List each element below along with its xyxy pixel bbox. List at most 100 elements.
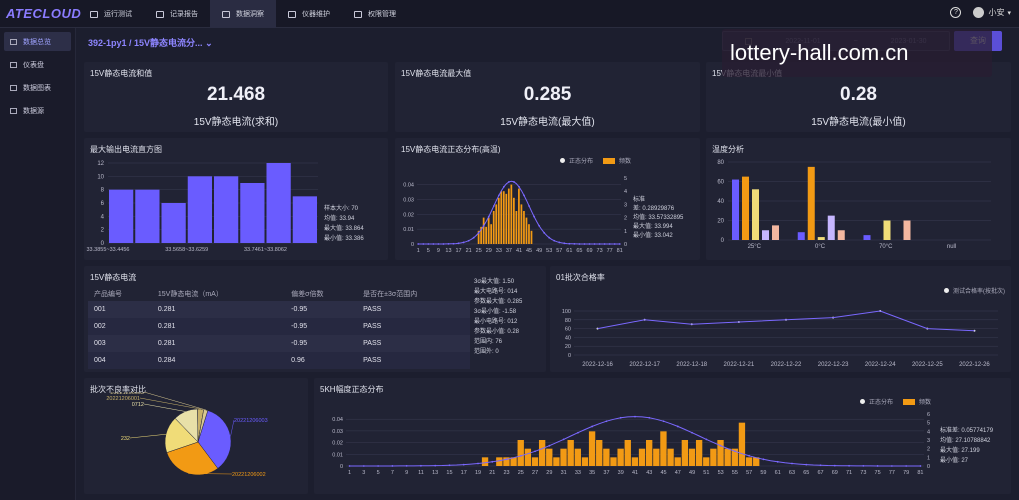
app-logo[interactable]: ATECLOUD: [6, 6, 82, 21]
frequency-bar: [510, 184, 513, 244]
x-tick-label: 73: [860, 470, 866, 476]
pie-leader-line: [129, 433, 166, 439]
x-tick-label: 17: [461, 470, 467, 476]
frequency-bar: [530, 230, 533, 244]
x-tick-label: 33.5658~33.6259: [165, 247, 208, 253]
x-tick-label: 69: [832, 470, 838, 476]
frequency-bar: [688, 448, 696, 466]
x-tick-label: 53: [546, 248, 552, 254]
y-tick-label: 0: [411, 242, 414, 248]
temperature-bar: [883, 220, 891, 240]
y-tick-label: 80: [565, 318, 571, 324]
frequency-bar: [531, 457, 539, 466]
x-tick-label: 55: [732, 470, 738, 476]
x-tick-label: 1: [348, 470, 351, 476]
stat-line: 最小值: 33.042: [633, 233, 673, 239]
legend-dot: [860, 399, 865, 404]
frequency-bar: [524, 448, 532, 466]
table-cell: 001: [88, 301, 152, 318]
normal-5kh-card: 5KH幅度正态分布 正态分布 频数 0 0.01 0.02 0.03 0.04 0 1 2 3 4…: [314, 378, 1011, 494]
user-name[interactable]: 小安: [988, 8, 1005, 17]
x-tick-label: 25°C: [748, 244, 762, 250]
sidebar-item-overview[interactable]: 数据总览: [4, 32, 71, 51]
y-tick-label: 100: [562, 309, 571, 315]
frequency-bar: [738, 422, 746, 466]
frequency-bar: [588, 431, 596, 466]
frequency-bar: [681, 440, 689, 466]
kpi-subtitle: 15V静态电流(最大值): [500, 117, 595, 128]
table-row[interactable]: 004 0.284 0.96 PASS: [88, 352, 470, 369]
table-row[interactable]: 003 0.281 -0.95 PASS: [88, 335, 470, 352]
kpi-card-sum: 15V静态电流和值 21.468 15V静态电流(求和): [84, 62, 388, 132]
x-tick-label: 45: [660, 470, 666, 476]
chevron-down-icon[interactable]: ▾: [1007, 9, 1011, 17]
histogram-stats: 样本大小: 70 均值: 33.94 最大值: 33.864 最小值: 33.3…: [324, 204, 364, 244]
frequency-bar: [603, 448, 610, 466]
x-tick-label: 65: [576, 248, 582, 254]
y2-tick-label: 5: [927, 421, 930, 427]
y-tick-label: 0.03: [332, 429, 343, 435]
stat-line: 最大值: 33.994: [633, 224, 673, 230]
histogram-bar: [109, 189, 134, 243]
temperature-bar: [827, 215, 835, 240]
x-tick-label: 11: [418, 470, 424, 476]
sidebar-item-charts[interactable]: 数据图表: [4, 78, 71, 97]
y-tick-label: 40: [565, 335, 571, 341]
pass-rate-line: [597, 310, 975, 332]
nav-permissions[interactable]: 权限管理: [342, 0, 408, 28]
x-tick-label: 81: [617, 248, 623, 254]
nav-run-test[interactable]: 运行测试: [78, 0, 144, 28]
y-tick-label: 0.02: [403, 212, 414, 218]
frequency-bar: [638, 448, 646, 466]
x-tick-label: 63: [789, 470, 795, 476]
sidebar-item-dashboard[interactable]: 仪表盘: [4, 55, 71, 74]
frequency-bar: [560, 448, 567, 466]
y-tick-label: 60: [717, 180, 724, 186]
y-tick-label: 0.04: [332, 417, 343, 423]
sidebar-item-label: 数据总览: [23, 38, 51, 46]
y-tick-label: 0: [101, 241, 105, 247]
nav-instrument[interactable]: 仪器维护: [276, 0, 342, 28]
pie-leader-line: [143, 403, 186, 412]
y-tick-label: 0.01: [403, 227, 414, 233]
help-icon[interactable]: ?: [950, 7, 962, 18]
pie-label: 232: [121, 436, 130, 442]
x-tick-label: 73: [597, 248, 603, 254]
table-cell: PASS: [357, 352, 470, 369]
column-header: 偏差σ倍数: [291, 290, 324, 298]
frequency-bar: [496, 457, 503, 466]
table-row[interactable]: 002 0.281 -0.95 PASS: [88, 318, 470, 335]
nav-reports[interactable]: 记录报告: [144, 0, 210, 28]
x-tick-label: 37: [506, 248, 512, 254]
sidebar-item-datasource[interactable]: 数据源: [4, 101, 71, 120]
stat-line: 标准差: 0.05774179: [940, 428, 994, 434]
chart-legend: 测试合格率(按批次): [944, 286, 1005, 295]
project-filter[interactable]: 392-1py1 / 15V静态电流分... ⌄: [88, 36, 213, 49]
x-tick-label: 39: [618, 470, 624, 476]
nav-data-insight[interactable]: 数据洞察: [210, 0, 276, 28]
histogram-bar: [240, 183, 265, 243]
legend-swatch: [603, 157, 616, 164]
frequency-bar: [500, 191, 503, 244]
table-cell: 0.96: [285, 352, 358, 369]
frequency-bar: [724, 448, 731, 466]
normal-high-stats: 标准 差: 0.28929876 均值: 33.57332895 最大值: 33…: [633, 196, 683, 241]
frequency-bar: [495, 204, 498, 244]
normal-curve: [418, 180, 620, 245]
pie-leader-line: [139, 397, 201, 410]
x-tick-label: 2022-12-23: [818, 362, 849, 368]
pie-leader-line: [143, 392, 206, 411]
x-tick-label: 51: [703, 470, 709, 476]
frequency-bar: [745, 457, 753, 466]
table-cell: -0.95: [285, 318, 358, 335]
x-tick-label: null: [947, 244, 956, 250]
x-tick-label: 25: [476, 248, 482, 254]
y-tick-label: 60: [565, 327, 571, 333]
avatar[interactable]: [973, 7, 985, 18]
x-tick-label: 59: [760, 470, 766, 476]
temperature-bar: [797, 232, 805, 240]
x-tick-label: 79: [903, 470, 909, 476]
table-row[interactable]: 001 0.281 -0.95 PASS: [88, 301, 470, 318]
pie-label: 0712: [132, 402, 144, 408]
frequency-bar: [477, 230, 480, 244]
